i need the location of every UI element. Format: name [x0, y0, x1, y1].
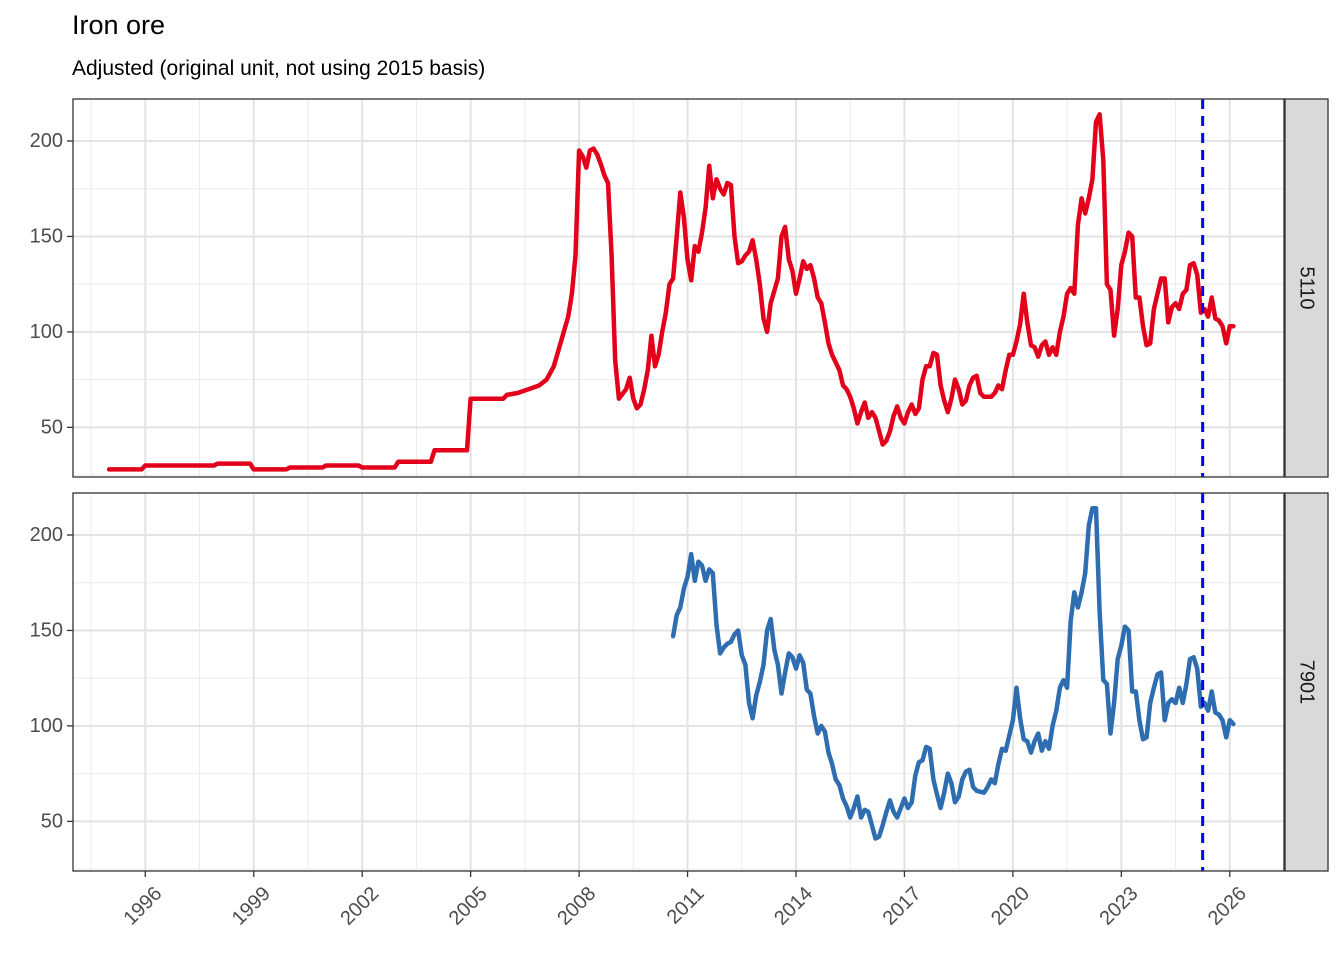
panel-1-border [72, 98, 1285, 478]
chart-title: Iron ore [72, 10, 166, 40]
panel-1-series-line [106, 112, 1236, 472]
panel-1-y-tick-label: 100 [30, 321, 63, 343]
panel-2-series-line [670, 506, 1236, 841]
x-tick-label: 2008 [553, 883, 600, 930]
x-tick-label: 2020 [987, 883, 1034, 930]
panel-2-y-tick-label: 50 [41, 810, 63, 832]
panel-1-background [73, 99, 1284, 477]
panel-1-strip-label: 5110 [1296, 266, 1318, 309]
panel-2-y-tick-label: 100 [30, 715, 63, 737]
panel-1-y-tick-label: 200 [30, 130, 63, 152]
panel-2-strip [1284, 492, 1329, 872]
x-tick-label: 2026 [1204, 883, 1251, 930]
x-tick-label: 1996 [119, 883, 166, 930]
panel-1-y-tick-label: 50 [41, 416, 63, 438]
panel-2-strip-label: 7901 [1296, 660, 1318, 705]
panel-2-y-tick-label: 150 [30, 619, 63, 641]
panel-2-border [72, 492, 1285, 872]
x-tick-label: 2014 [770, 883, 817, 930]
panel-2-y-tick-label: 200 [30, 524, 63, 546]
panel-2-background [73, 493, 1284, 871]
x-tick-label: 2017 [879, 883, 926, 930]
x-tick-label: 2002 [336, 883, 383, 930]
x-tick-label: 2005 [445, 883, 492, 930]
x-tick-label: 2023 [1095, 883, 1142, 930]
x-tick-label: 2011 [663, 883, 709, 929]
panel-1-y-tick-label: 150 [30, 225, 63, 247]
x-tick-label: 1999 [228, 883, 275, 930]
chart-subtitle: Adjusted (original unit, not using 2015 … [72, 57, 486, 80]
panel-1-strip [1284, 98, 1329, 478]
